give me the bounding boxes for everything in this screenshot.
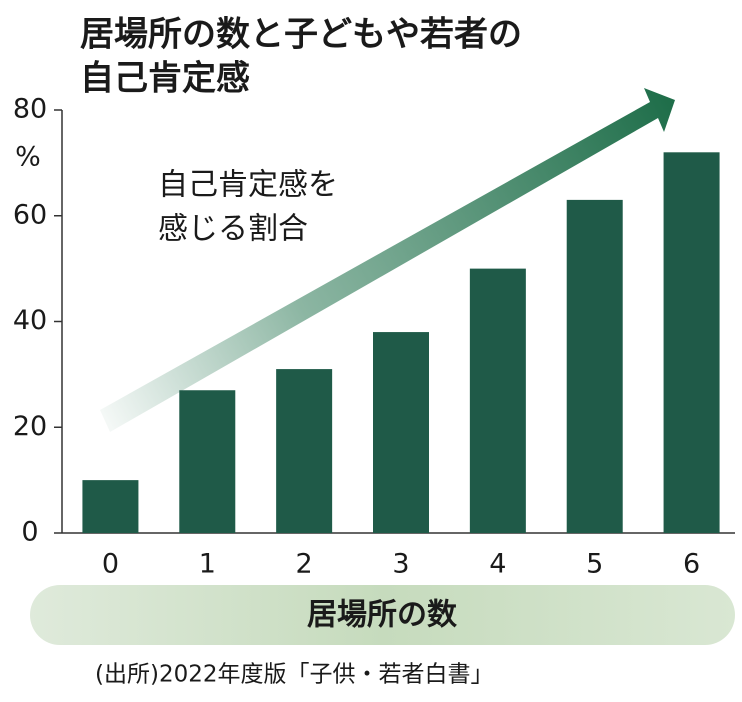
x-tick-label: 6: [683, 549, 700, 580]
x-tick-label: 1: [199, 549, 216, 580]
bar: [276, 369, 333, 533]
bar: [469, 268, 526, 533]
annotation: 自己肯定感を: [158, 168, 338, 203]
x-axis-label: 居場所の数: [307, 598, 458, 633]
y-unit: %: [15, 142, 41, 173]
y-tick-label: 60: [13, 199, 47, 230]
y-tick-label: 80: [13, 94, 47, 125]
annotation: 感じる割合: [158, 212, 308, 247]
x-label-background: [30, 585, 735, 645]
x-tick-label: 2: [296, 549, 313, 580]
y-tick-label: 20: [13, 411, 47, 442]
y-tick-label: 0: [21, 517, 38, 548]
x-tick-label: 0: [102, 549, 119, 580]
chart-title: 自己肯定感: [80, 59, 250, 99]
source: (出所)2022年度版「子供・若者白書」: [95, 662, 493, 688]
x-tick-label: 3: [392, 549, 409, 580]
chart-title: 居場所の数と子どもや若者の: [80, 15, 522, 55]
x-tick-label: 5: [586, 549, 603, 580]
bar: [566, 199, 623, 533]
bar: [663, 152, 720, 534]
bar: [179, 390, 236, 533]
x-tick-label: 4: [489, 549, 506, 580]
trend-arrow: [100, 88, 675, 432]
bar: [82, 480, 139, 533]
y-tick-label: 40: [13, 305, 47, 336]
bar: [373, 332, 429, 533]
